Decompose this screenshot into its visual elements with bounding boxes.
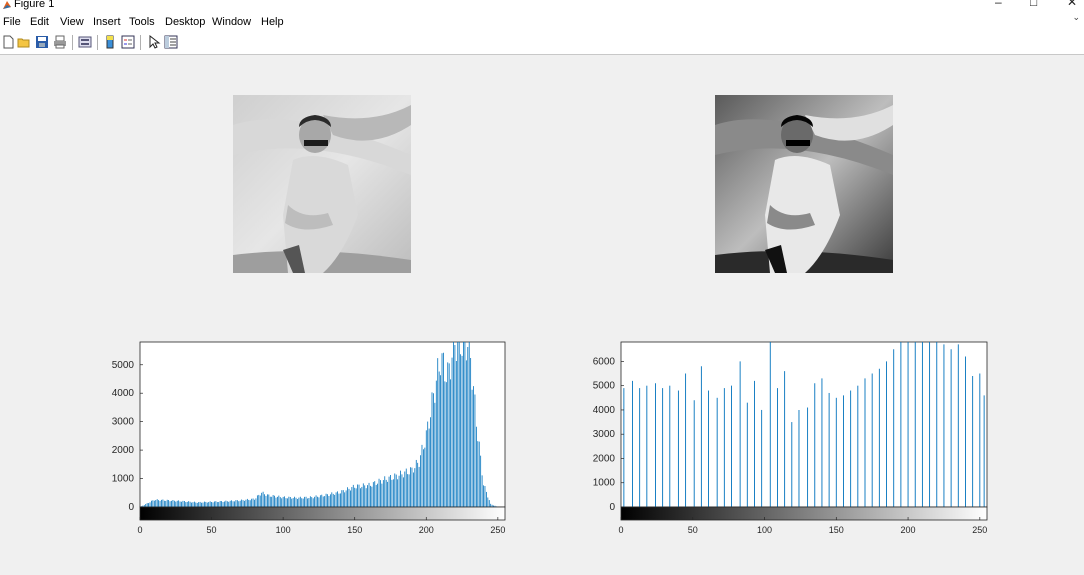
close-button[interactable]: ✕ — [1067, 0, 1078, 9]
grayscale-colorbar — [139, 506, 506, 521]
y-tick-label: 1000 — [112, 474, 135, 485]
original-grayscale-image — [233, 95, 411, 273]
x-tick-label: 0 — [618, 525, 623, 535]
toolbar-separator — [72, 35, 73, 50]
menu-collapse-chevron-icon[interactable]: ⌄ — [1072, 12, 1080, 22]
x-tick-label: 250 — [490, 525, 505, 535]
x-tick-label: 50 — [688, 525, 698, 535]
histogram-bars — [623, 342, 985, 507]
window-title: Figure 1 — [14, 0, 55, 10]
menu-edit[interactable]: Edit — [30, 16, 49, 28]
new-figure-icon[interactable] — [1, 35, 15, 49]
x-tick-label: 250 — [972, 525, 987, 535]
menu-view[interactable]: View — [60, 16, 84, 28]
menu-help[interactable]: Help — [261, 16, 284, 28]
x-tick-label: 200 — [419, 525, 434, 535]
plot-area — [139, 341, 506, 508]
edit-plot-icon[interactable] — [147, 35, 161, 49]
toolbar-separator — [97, 35, 98, 50]
menu-tools[interactable]: Tools — [129, 16, 155, 28]
y-tick-label: 5000 — [593, 381, 616, 392]
x-tick-label: 100 — [276, 525, 291, 535]
minimize-button[interactable]: – — [995, 0, 1002, 9]
figure-toolbar — [0, 32, 1084, 55]
save-icon[interactable] — [35, 35, 49, 49]
menu-desktop[interactable]: Desktop — [165, 16, 206, 28]
equalized-grayscale-image — [715, 95, 893, 273]
insert-colorbar-icon[interactable] — [103, 35, 117, 49]
print-icon[interactable] — [53, 35, 67, 49]
x-tick-label: 150 — [347, 525, 362, 535]
x-tick-label: 100 — [757, 525, 772, 535]
y-tick-label: 6000 — [593, 356, 616, 367]
menu-window[interactable]: Window — [212, 16, 252, 28]
window-title-bar: Figure 1 – □ ✕ — [0, 0, 1084, 12]
figure-canvas: 0 1000 2000 3000 4000 5000 0 50 100 150 200 250 0 100… — [0, 55, 1084, 575]
histogram-original: 0 1000 2000 3000 4000 5000 0 50 100 150 200 250 — [112, 341, 506, 535]
open-file-icon[interactable] — [17, 35, 31, 49]
menu-insert[interactable]: Insert — [93, 16, 121, 28]
matlab-logo-icon — [3, 1, 11, 9]
y-tick-label: 0 — [609, 502, 615, 513]
histogram-equalized: 0 1000 2000 3000 4000 5000 6000 0 50 100 150 200 250 — [593, 341, 988, 535]
y-tick-label: 5000 — [112, 360, 135, 371]
y-tick-label: 4000 — [593, 405, 616, 416]
x-tick-label: 50 — [207, 525, 217, 535]
toolbar-separator — [140, 35, 141, 50]
y-tick-label: 2000 — [593, 453, 616, 464]
menu-file[interactable]: File — [3, 16, 21, 28]
insert-legend-icon[interactable] — [121, 35, 135, 49]
grayscale-colorbar — [620, 506, 988, 521]
histogram-bars — [141, 342, 497, 507]
y-tick-label: 3000 — [593, 429, 616, 440]
plot-area — [620, 341, 988, 508]
property-inspector-icon[interactable] — [164, 35, 178, 49]
y-tick-label: 3000 — [112, 417, 135, 428]
y-tick-label: 2000 — [112, 445, 135, 456]
restore-button[interactable]: □ — [1030, 0, 1038, 9]
y-tick-label: 0 — [128, 502, 134, 513]
x-tick-label: 150 — [829, 525, 844, 535]
link-plot-icon[interactable] — [78, 35, 92, 49]
x-tick-label: 0 — [137, 525, 142, 535]
y-tick-label: 1000 — [593, 478, 616, 489]
y-tick-label: 4000 — [112, 388, 135, 399]
x-tick-label: 200 — [901, 525, 916, 535]
menu-bar: File Edit View Insert Tools Desktop Wind… — [0, 12, 1084, 32]
